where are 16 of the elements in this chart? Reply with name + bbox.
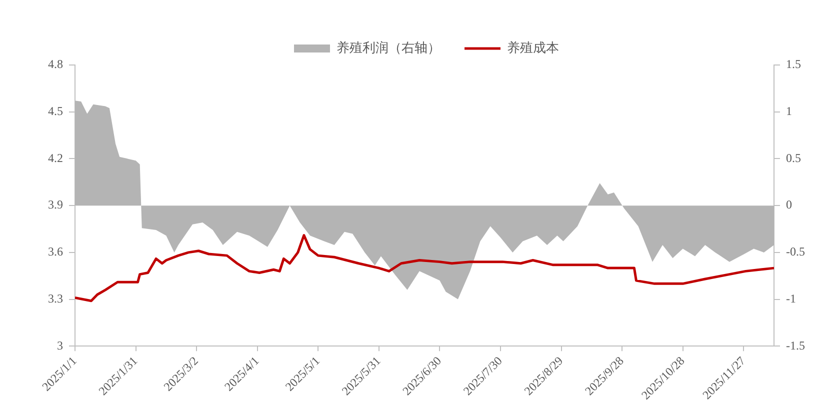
y2-tick-label: 1 <box>786 104 792 118</box>
y2-tick-label: -1 <box>786 291 796 306</box>
y-tick-label: 4.8 <box>48 57 63 72</box>
y-tick-label: 3.9 <box>48 198 63 212</box>
y-tick-label: 3.6 <box>48 244 63 259</box>
legend-label: 养殖利润（右轴） <box>336 40 440 56</box>
y-tick-label: 3 <box>57 338 63 352</box>
y-tick-label: 4.5 <box>48 104 63 118</box>
legend-label: 养殖成本 <box>507 40 559 56</box>
y-tick-label: 4.2 <box>48 150 63 165</box>
y2-tick-label: 0 <box>786 198 792 212</box>
y2-tick-label: -1.5 <box>786 338 806 352</box>
y2-tick-label: 1.5 <box>786 57 802 72</box>
y2-tick-label: 0.5 <box>786 150 802 165</box>
y2-tick-label: -0.5 <box>786 244 806 259</box>
y-tick-label: 3.3 <box>48 291 63 306</box>
